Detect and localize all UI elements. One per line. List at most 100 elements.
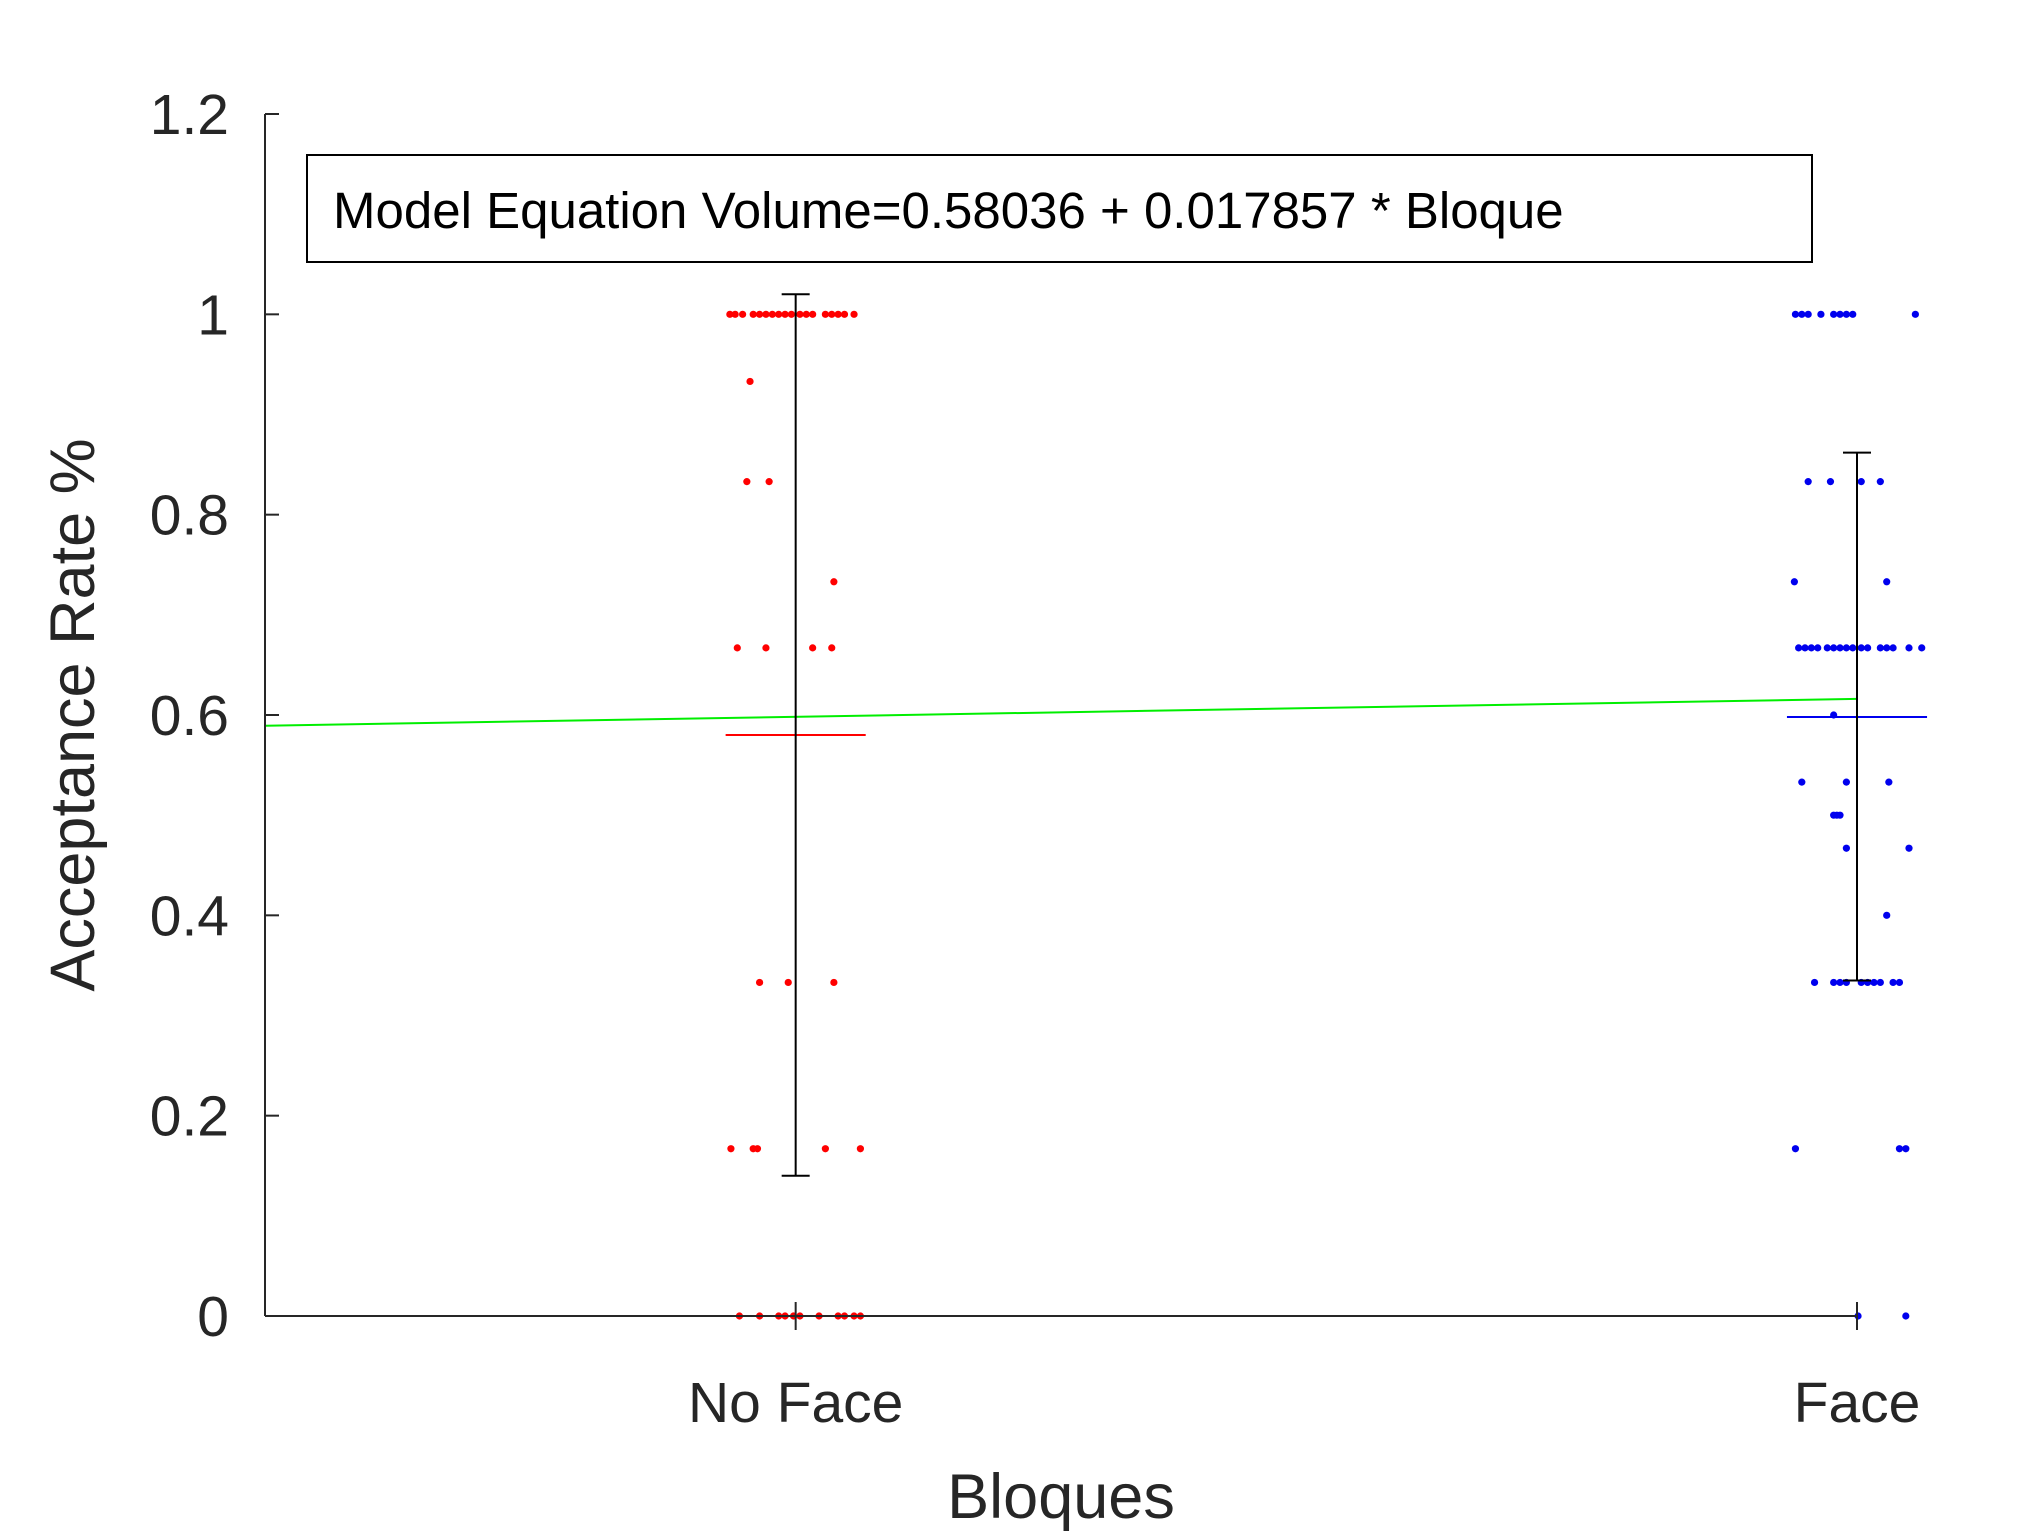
y-axis-title: Acceptance Rate % (38, 438, 108, 991)
data-point (796, 310, 804, 318)
data-point (1876, 478, 1884, 486)
data-point (1857, 478, 1865, 486)
data-point (1842, 778, 1850, 786)
data-point (1842, 844, 1850, 852)
data-point (1911, 310, 1919, 318)
data-point (1876, 644, 1884, 652)
data-point (1814, 644, 1822, 652)
data-point (1849, 310, 1857, 318)
data-point (1791, 310, 1800, 318)
y-tick-label: 0.6 (150, 684, 229, 748)
data-point (1836, 811, 1844, 819)
data-point (1836, 310, 1844, 318)
data-point (1895, 1145, 1904, 1153)
data-point (726, 310, 734, 318)
data-point (727, 1145, 735, 1153)
annotation-text: Model Equation Volume=0.58036 + 0.017857… (333, 182, 1564, 239)
data-point (840, 310, 849, 318)
data-point (1905, 644, 1913, 652)
data-point (733, 644, 741, 652)
regression-line (264, 697, 1858, 727)
y-tick-label: 0.8 (150, 484, 229, 548)
data-point (768, 310, 776, 318)
x-axis-title: Bloques (947, 1462, 1175, 1531)
data-point (1889, 644, 1897, 652)
data-point (784, 978, 792, 987)
data-point (762, 644, 770, 652)
data-point (787, 310, 796, 318)
data-point (755, 310, 764, 318)
data-point (775, 310, 783, 318)
data-point (802, 310, 810, 318)
data-point (765, 478, 773, 486)
data-point (1895, 978, 1904, 987)
data-point (809, 310, 817, 318)
data-point (1790, 578, 1798, 586)
data-point (821, 1145, 829, 1153)
data-point (1883, 911, 1891, 919)
data-point (1798, 310, 1806, 318)
data-point (1876, 978, 1884, 987)
annotation-frame (306, 154, 1813, 263)
data-point (1830, 310, 1838, 318)
data-point (731, 310, 739, 318)
data-point (821, 310, 829, 318)
data-point (1830, 644, 1838, 652)
data-point (1849, 644, 1857, 652)
y-tick-label: 0.2 (150, 1085, 229, 1149)
data-point (1870, 978, 1878, 987)
data-point (1836, 978, 1844, 987)
data-point (1801, 644, 1809, 652)
data-point (828, 644, 836, 652)
x-tick-label: No Face (688, 1371, 903, 1435)
data-point (1810, 978, 1819, 987)
data-point (1905, 844, 1913, 852)
data-point (755, 978, 764, 987)
data-point (850, 310, 858, 318)
data-point (1883, 578, 1891, 586)
series-no-face (725, 293, 866, 1320)
data-point (1864, 644, 1872, 652)
data-point (1791, 1145, 1800, 1153)
data-point (1883, 644, 1891, 652)
data-point (1807, 644, 1815, 652)
data-point (1823, 644, 1831, 652)
y-tick-label: 0.4 (150, 884, 229, 948)
data-point (1842, 310, 1850, 318)
y-tick-label: 1 (197, 283, 229, 347)
data-point (749, 310, 757, 318)
data-point (809, 644, 817, 652)
data-point (1826, 478, 1835, 486)
y-tick-label: 0 (197, 1285, 229, 1349)
data-point (1885, 778, 1893, 786)
data-point (1830, 978, 1838, 987)
data-point (1836, 644, 1844, 652)
data-point (834, 310, 842, 318)
data-point (1795, 644, 1803, 652)
data-point (1857, 644, 1865, 652)
data-point (739, 310, 747, 318)
data-point (1842, 644, 1850, 652)
data-point (1817, 310, 1825, 318)
data-point (830, 978, 838, 987)
data-point (1902, 1312, 1910, 1320)
data-point (1918, 644, 1926, 652)
data-point (743, 478, 751, 486)
data-point (1798, 778, 1806, 786)
data-point (1902, 1145, 1910, 1153)
data-point (856, 1145, 865, 1153)
data-point (762, 310, 770, 318)
data-point (1804, 478, 1812, 486)
tick-labels: 0 0.2 0.4 0.6 0.8 1 1.2 No Face Face (150, 83, 1921, 1435)
data-point (830, 578, 838, 586)
data-point (1889, 978, 1897, 987)
data-point (753, 1145, 762, 1153)
annotation-box: Model Equation Volume=0.58036 + 0.017857… (306, 154, 1813, 263)
y-tick-label: 1.2 (150, 83, 229, 147)
x-tick-label: Face (1794, 1371, 1921, 1435)
data-point (781, 310, 789, 318)
data-point (1804, 310, 1812, 318)
series-face (1786, 310, 1928, 1320)
data-point (828, 310, 836, 318)
